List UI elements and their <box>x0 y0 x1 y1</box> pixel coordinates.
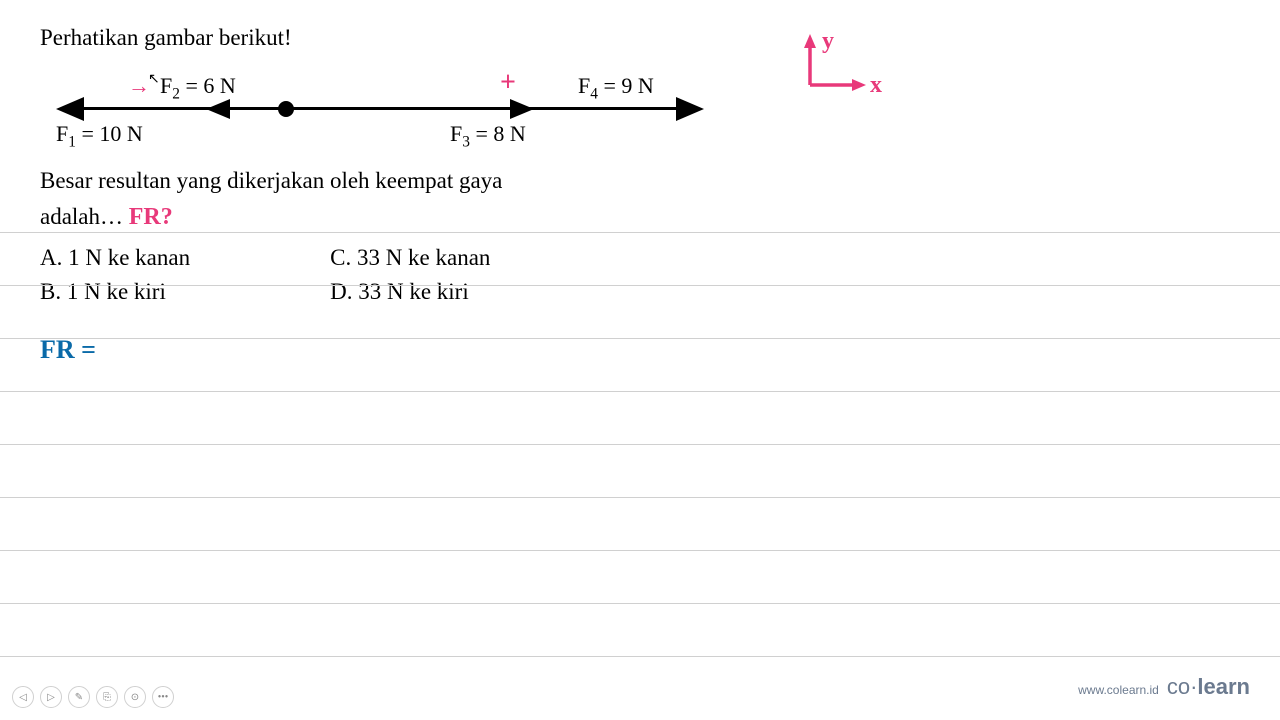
option-d: D. 33 N ke kiri <box>330 275 490 310</box>
pink-arrow-annotation: → <box>128 73 148 99</box>
prev-button[interactable]: ◁ <box>12 686 34 708</box>
option-c: C. 33 N ke kanan <box>330 241 490 276</box>
f3-label: F3 = 8 N <box>450 121 526 151</box>
x-axis-label: x <box>870 72 882 98</box>
bottom-toolbar: ◁ ▷ ✎ ⎘ ⊙ ••• <box>12 686 174 708</box>
notebook-line <box>0 603 1280 604</box>
arrow-left-f1 <box>56 97 84 121</box>
notebook-line <box>0 656 1280 657</box>
f4-label: F4 = 9 N <box>578 73 654 103</box>
notebook-line <box>0 338 1280 339</box>
next-button[interactable]: ▷ <box>40 686 62 708</box>
cursor-icon: ↖ <box>148 71 160 88</box>
notebook-line <box>0 232 1280 233</box>
arrow-right-f3 <box>510 99 534 119</box>
notebook-line <box>0 444 1280 445</box>
notebook-line <box>0 391 1280 392</box>
arrow-right-f4 <box>676 97 704 121</box>
force-axis-line <box>70 107 690 110</box>
option-a: A. 1 N ke kanan <box>40 241 190 276</box>
fr-equals-annotation: FR = <box>40 335 96 365</box>
center-point <box>278 101 294 117</box>
plus-annotation: + <box>500 67 516 99</box>
fr-question-annotation: FR? <box>129 204 173 230</box>
question-text: Besar resultan yang dikerjakan oleh keem… <box>40 164 700 235</box>
xy-axes-annotation: y x <box>790 30 900 115</box>
f1-label: F1 = 10 N <box>56 121 143 151</box>
zoom-button[interactable]: ⊙ <box>124 686 146 708</box>
save-button[interactable]: ⎘ <box>96 686 118 708</box>
y-axis-label: y <box>822 30 834 54</box>
more-button[interactable]: ••• <box>152 686 174 708</box>
watermark: www.colearn.id co·learn <box>1078 674 1250 700</box>
answer-options: A. 1 N ke kanan B. 1 N ke kiri C. 33 N k… <box>40 241 940 310</box>
notebook-line <box>0 285 1280 286</box>
option-b: B. 1 N ke kiri <box>40 275 190 310</box>
f2-label: F2 = 6 N <box>160 73 236 103</box>
notebook-line <box>0 497 1280 498</box>
notebook-line <box>0 550 1280 551</box>
force-diagram: F2 = 6 N F1 = 10 N F3 = 8 N F4 = 9 N + →… <box>40 57 700 162</box>
pen-button[interactable]: ✎ <box>68 686 90 708</box>
watermark-url: www.colearn.id <box>1078 683 1159 697</box>
brand-logo: co·learn <box>1167 674 1250 700</box>
